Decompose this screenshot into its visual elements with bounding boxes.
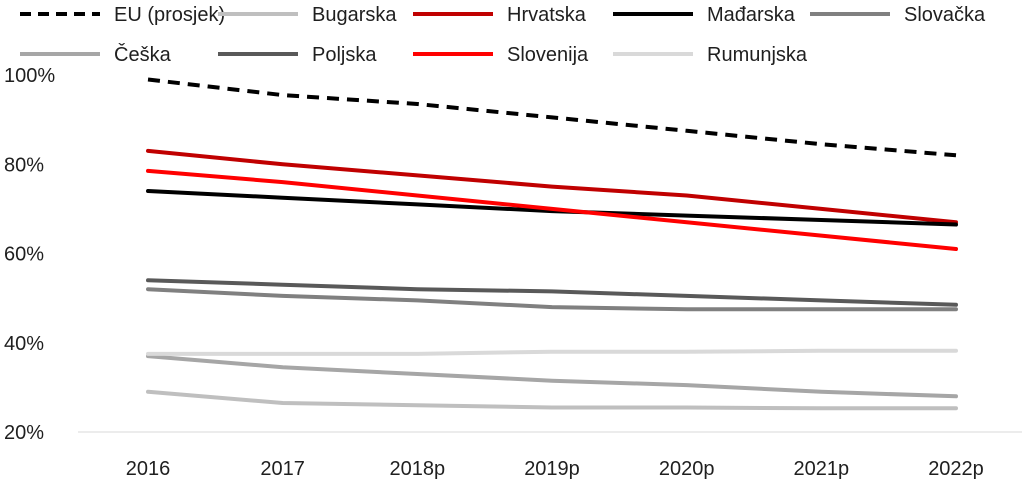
- y-axis: 20% 40% 60% 80% 100%: [4, 65, 55, 444]
- x-tick-label: 2019p: [524, 458, 580, 480]
- x-tick-label: 2016: [126, 458, 171, 480]
- legend-label: Mađarska: [707, 4, 796, 26]
- y-tick-label: 100%: [4, 65, 55, 87]
- series-group: [146, 77, 958, 411]
- legend-label: Rumunjska: [707, 44, 808, 66]
- series-line-češka: [146, 354, 958, 399]
- legend-item: Poljska: [218, 44, 377, 66]
- series-line-hrvatska: [146, 148, 958, 225]
- legend-label: Slovenija: [507, 44, 589, 66]
- legend-label: Bugarska: [312, 4, 397, 26]
- x-tick-label: 2020p: [659, 458, 715, 480]
- legend-label: Slovačka: [904, 4, 986, 26]
- legend-item: Slovenija: [413, 44, 589, 66]
- legend-label: Hrvatska: [507, 4, 587, 26]
- series-line-poljska: [146, 278, 958, 307]
- legend-item: Rumunjska: [613, 44, 808, 66]
- x-tick-label: 2017: [260, 458, 305, 480]
- x-axis: 2016 2017 2018p 2019p 2020p 2021p 2022p: [78, 431, 1022, 480]
- x-tick-label: 2022p: [928, 458, 984, 480]
- legend-item: Češka: [20, 43, 172, 66]
- legend-label: Češka: [114, 43, 172, 66]
- x-tick-label: 2018p: [390, 458, 446, 480]
- legend: EU (prosjek) Bugarska Hrvatska Mađarska Slov…: [20, 4, 986, 66]
- series-line-eu-prosjek-: [147, 77, 957, 158]
- series-line-rumunjska: [146, 348, 958, 356]
- series-line-mađarska: [146, 189, 958, 227]
- y-tick-label: 80%: [4, 154, 44, 176]
- legend-item: Slovačka: [810, 4, 986, 26]
- legend-item: EU (prosjek): [20, 4, 225, 26]
- y-tick-label: 20%: [4, 422, 44, 444]
- legend-label: EU (prosjek): [114, 4, 225, 26]
- series-line-bugarska: [146, 389, 958, 411]
- x-tick-label: 2021p: [794, 458, 850, 480]
- series-line-slovenija: [146, 168, 958, 251]
- legend-label: Poljska: [312, 44, 377, 66]
- legend-item: Mađarska: [613, 4, 796, 26]
- legend-item: Bugarska: [218, 4, 397, 26]
- y-tick-label: 40%: [4, 333, 44, 355]
- series-line-slovačka: [146, 287, 958, 312]
- y-tick-label: 60%: [4, 244, 44, 266]
- legend-item: Hrvatska: [413, 4, 587, 26]
